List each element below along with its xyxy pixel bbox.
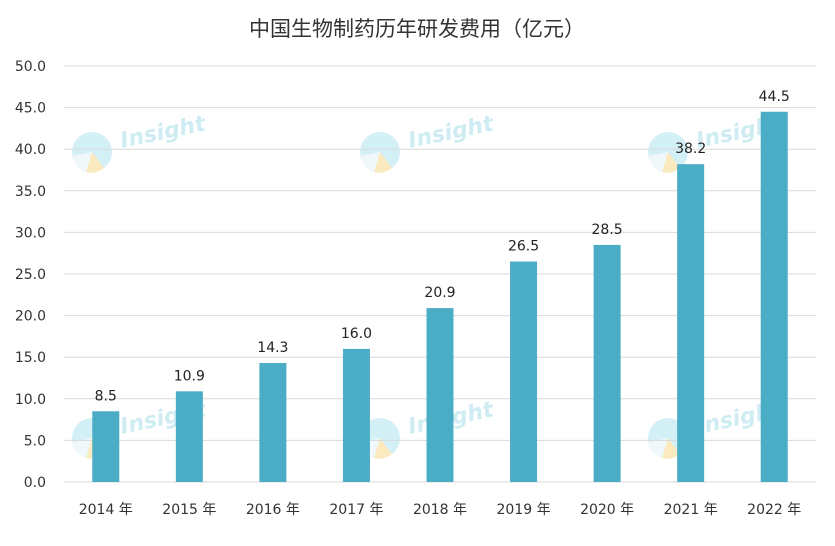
data-label: 20.9 bbox=[424, 285, 455, 301]
bar bbox=[677, 164, 705, 482]
x-axis-ticks: 2014 年 2015 年 2016 年 2017 年 2018 年 2019 年 2020… bbox=[79, 502, 802, 518]
x-tick-label: 2019 年 bbox=[497, 502, 551, 518]
x-tick-label: 2020 年 bbox=[580, 502, 634, 518]
bar bbox=[760, 111, 788, 482]
x-tick-label: 2015 年 bbox=[162, 502, 216, 518]
y-tick-label: 45.0 bbox=[15, 101, 46, 117]
data-label: 26.5 bbox=[508, 239, 539, 255]
bars bbox=[92, 111, 788, 482]
x-tick-label: 2021 年 bbox=[664, 502, 718, 518]
data-label: 14.3 bbox=[257, 340, 288, 356]
y-tick-label: 25.0 bbox=[15, 267, 46, 283]
chart-title: 中国生物制药历年研发费用（亿元） bbox=[249, 17, 585, 41]
watermark-text: Insight bbox=[406, 111, 497, 154]
x-tick-label: 2017 年 bbox=[329, 502, 383, 518]
y-tick-label: 0.0 bbox=[24, 475, 46, 491]
x-tick-label: 2022 年 bbox=[747, 502, 801, 518]
data-label: 16.0 bbox=[341, 326, 372, 342]
y-tick-label: 35.0 bbox=[15, 184, 46, 200]
data-label: 8.5 bbox=[95, 388, 117, 404]
y-tick-label: 5.0 bbox=[24, 433, 46, 449]
data-label: 44.5 bbox=[759, 89, 790, 105]
bar bbox=[92, 411, 120, 482]
x-tick-label: 2018 年 bbox=[413, 502, 467, 518]
bar bbox=[259, 363, 287, 482]
y-tick-label: 20.0 bbox=[15, 309, 46, 325]
bar bbox=[510, 261, 538, 482]
y-tick-label: 10.0 bbox=[15, 392, 46, 408]
x-tick-label: 2014 年 bbox=[79, 502, 133, 518]
data-label: 28.5 bbox=[592, 222, 623, 238]
y-tick-label: 15.0 bbox=[15, 350, 46, 366]
data-label: 38.2 bbox=[675, 141, 706, 157]
insight-watermark-logo: Insight bbox=[72, 111, 209, 173]
bar bbox=[426, 308, 454, 482]
watermark-text: Insight bbox=[118, 111, 209, 154]
data-labels: 8.5 10.9 14.3 16.0 20.9 26.5 28.5 38.2 44.5 bbox=[95, 89, 790, 405]
y-tick-label: 40.0 bbox=[15, 142, 46, 158]
insight-watermark-logo: Insight bbox=[360, 111, 497, 173]
bar bbox=[342, 348, 370, 482]
y-axis-ticks: 0.0 5.0 10.0 15.0 20.0 25.0 30.0 35.0 40.0 45.0 50… bbox=[15, 59, 46, 491]
bar bbox=[175, 391, 203, 482]
data-label: 10.9 bbox=[174, 368, 205, 384]
bar bbox=[593, 244, 621, 482]
y-tick-label: 30.0 bbox=[15, 225, 46, 241]
y-tick-label: 50.0 bbox=[15, 59, 46, 75]
x-tick-label: 2016 年 bbox=[246, 502, 300, 518]
